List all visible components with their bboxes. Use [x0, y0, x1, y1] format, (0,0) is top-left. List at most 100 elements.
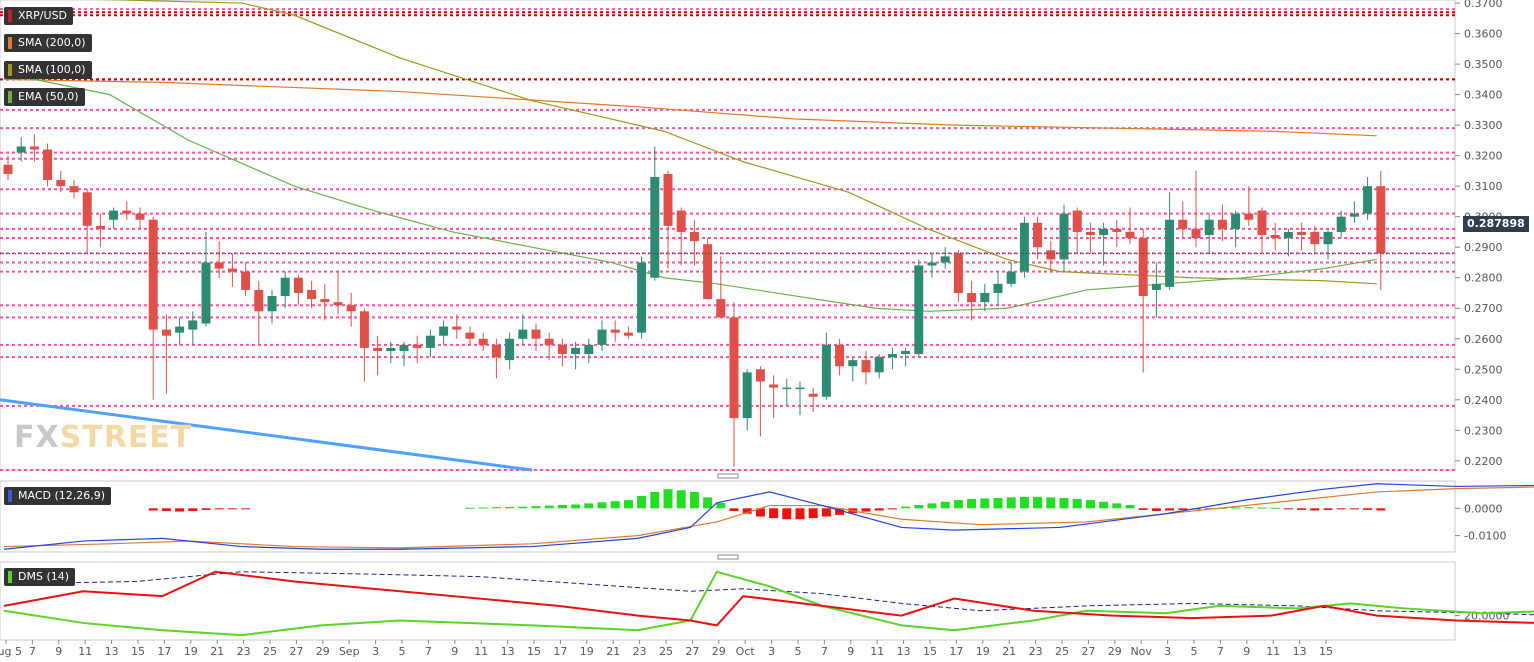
x-tick-label: 9: [1243, 645, 1250, 658]
y-tick-label: 0.2900: [1464, 241, 1503, 254]
candle-body: [887, 354, 897, 358]
macd-y-tick-label: 0.0000: [1464, 502, 1503, 515]
x-tick-label: 9: [847, 645, 854, 658]
candle-body: [1019, 222, 1029, 272]
macd-histogram-bar: [478, 507, 488, 509]
macd-histogram-bar: [1151, 508, 1161, 512]
x-tick-label: 5: [795, 645, 802, 658]
sma100-label: SMA (100,0): [18, 63, 86, 76]
candle-body: [531, 329, 541, 339]
macd-histogram-bar: [1165, 508, 1175, 511]
candle-body: [1297, 231, 1307, 235]
candle-body: [412, 344, 422, 348]
x-tick-label: 21: [1002, 645, 1016, 658]
macd-histogram-bar: [1178, 508, 1188, 510]
x-tick-label: 11: [870, 645, 884, 658]
x-tick-label: 11: [78, 645, 92, 658]
macd-histogram-bar: [1349, 508, 1359, 510]
candle-body: [346, 305, 356, 312]
macd-histogram-bar: [1363, 508, 1373, 510]
sma200-badge[interactable]: SMA (200,0): [4, 34, 92, 52]
candle-body: [729, 317, 739, 419]
candle-body: [1217, 219, 1227, 229]
y-tick-label: 0.2400: [1464, 394, 1503, 407]
macd-histogram-bar: [1046, 497, 1056, 509]
macd-histogram-bar: [980, 498, 990, 509]
macd-histogram-bar: [1112, 503, 1122, 509]
candle-body: [29, 146, 39, 150]
candle-body: [1376, 186, 1386, 254]
macd-histogram-bar: [1138, 508, 1148, 510]
fxstreet-watermark: FXSTREET: [14, 420, 192, 455]
x-tick-label: 7: [425, 645, 432, 658]
macd-histogram-bar: [1019, 496, 1029, 509]
y-tick-label: 0.3300: [1464, 119, 1503, 132]
sma100-badge[interactable]: SMA (100,0): [4, 61, 92, 79]
candle-body: [1244, 213, 1254, 220]
candle-body: [1099, 228, 1109, 235]
macd-y-tick-label: -0.0100: [1464, 530, 1506, 543]
symbol-badge[interactable]: XRP/USD: [4, 7, 74, 25]
candle-body: [980, 292, 990, 303]
macd-histogram-bar: [1336, 508, 1346, 510]
x-tick-label: 17: [553, 645, 567, 658]
candle-body: [571, 347, 581, 355]
candle-body: [43, 149, 53, 181]
macd-histogram-bar: [914, 505, 924, 509]
y-tick-label: 0.2300: [1464, 424, 1503, 437]
macd-histogram-bar: [1257, 507, 1267, 509]
candle-body: [359, 311, 369, 348]
macd-histogram-bar: [1270, 507, 1280, 509]
candle-body: [544, 338, 554, 345]
macd-histogram-bar: [241, 508, 251, 510]
macd-badge[interactable]: MACD (12,26,9): [4, 487, 112, 505]
y-tick-label: 0.3100: [1464, 180, 1503, 193]
macd-histogram-bar: [808, 508, 818, 519]
x-tick-label: 25: [659, 645, 673, 658]
x-tick-label: 3: [768, 645, 775, 658]
candle-body: [214, 262, 224, 269]
candle-body: [1165, 219, 1175, 287]
dms-badge[interactable]: DMS (14): [4, 568, 76, 586]
macd-histogram-bar: [1376, 508, 1386, 511]
candle-body: [1112, 228, 1122, 232]
x-tick-label: Oct: [736, 645, 756, 658]
candle-body: [874, 357, 884, 373]
trendline: [0, 398, 533, 472]
dms-di-plus-line: [3, 570, 1534, 637]
candle-body: [491, 344, 501, 358]
sma200-color-swatch: [8, 37, 12, 49]
macd-histogram-bar: [637, 496, 647, 509]
sma100-color-swatch: [8, 64, 12, 76]
current-price-tag: 0.287898: [1463, 216, 1529, 232]
dms-label: DMS (14): [18, 570, 70, 583]
x-tick-label: 3: [372, 645, 379, 658]
candle-body: [755, 369, 765, 382]
candle-body: [821, 344, 831, 397]
ema50-badge[interactable]: EMA (50,0): [4, 88, 85, 106]
sma200-line: [3, 78, 1377, 137]
candle-body: [1231, 213, 1241, 229]
macd-histogram-bar: [689, 491, 699, 509]
candle-body: [1033, 222, 1043, 248]
candle-body: [1006, 271, 1016, 284]
candle-body: [795, 387, 805, 390]
candle-body: [478, 338, 488, 345]
macd-histogram-bar: [769, 508, 779, 519]
candle-body: [267, 296, 277, 312]
candle-body: [861, 360, 871, 373]
candle-body: [1257, 210, 1267, 235]
candle-body: [1310, 231, 1320, 245]
y-tick-label: 0.3600: [1464, 28, 1503, 41]
macd-histogram-bar: [188, 508, 198, 512]
macd-panel-frame: [0, 480, 1456, 553]
candle-body: [663, 173, 673, 226]
macd-histogram-bar: [716, 502, 726, 509]
candle-body: [320, 299, 330, 303]
candle-body: [148, 219, 158, 330]
candle-body: [95, 225, 105, 229]
y-tick-label: 0.3400: [1464, 89, 1503, 102]
candle-body: [1059, 213, 1069, 260]
macd-color-swatch: [8, 490, 12, 502]
macd-histogram-bar: [901, 506, 911, 509]
